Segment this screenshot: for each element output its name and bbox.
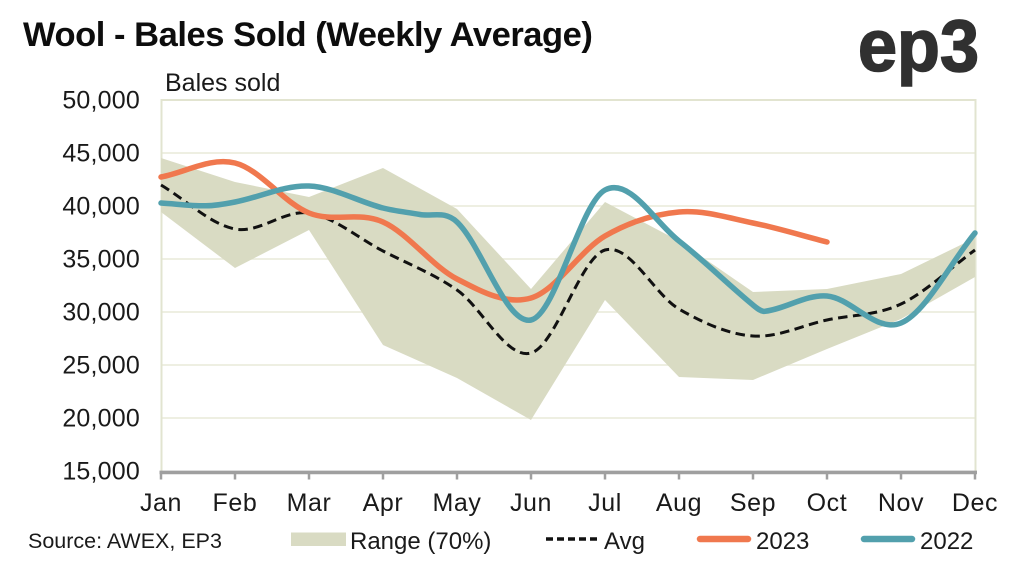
svg-text:Bales sold: Bales sold <box>165 69 280 97</box>
svg-text:ep3: ep3 <box>858 6 979 87</box>
svg-text:Avg: Avg <box>604 528 645 555</box>
svg-text:Jun: Jun <box>510 489 552 517</box>
svg-text:2022: 2022 <box>920 528 973 555</box>
svg-text:35,000: 35,000 <box>62 246 140 274</box>
svg-text:30,000: 30,000 <box>62 299 140 327</box>
svg-text:45,000: 45,000 <box>62 140 140 168</box>
svg-text:2023: 2023 <box>756 528 809 555</box>
svg-text:Feb: Feb <box>213 489 258 517</box>
svg-text:20,000: 20,000 <box>62 405 140 433</box>
svg-text:25,000: 25,000 <box>62 352 140 380</box>
svg-text:Source: AWEX, EP3: Source: AWEX, EP3 <box>28 529 222 553</box>
svg-text:Jul: Jul <box>588 489 622 517</box>
svg-text:Mar: Mar <box>287 489 332 517</box>
svg-text:Wool - Bales Sold (Weekly Aver: Wool - Bales Sold (Weekly Average) <box>23 16 592 54</box>
svg-text:Nov: Nov <box>878 489 924 517</box>
svg-text:May: May <box>432 489 481 517</box>
svg-text:Oct: Oct <box>807 489 848 517</box>
svg-text:Aug: Aug <box>656 489 702 517</box>
svg-text:Range (70%): Range (70%) <box>350 528 491 555</box>
svg-text:Dec: Dec <box>952 489 998 517</box>
svg-text:50,000: 50,000 <box>62 87 140 115</box>
svg-text:Jan: Jan <box>140 489 182 517</box>
svg-text:15,000: 15,000 <box>62 458 140 486</box>
svg-text:40,000: 40,000 <box>62 193 140 221</box>
svg-text:Apr: Apr <box>363 489 404 517</box>
svg-text:Sep: Sep <box>730 489 776 517</box>
